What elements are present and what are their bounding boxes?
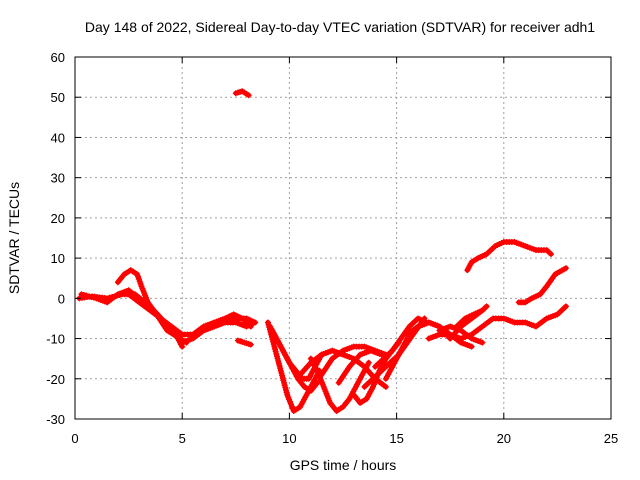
series-arc8 bbox=[232, 88, 252, 99]
data-point bbox=[483, 303, 490, 310]
series-arc26 bbox=[515, 265, 569, 306]
data-point bbox=[247, 323, 254, 330]
series-arc6 bbox=[211, 311, 254, 330]
axis-ticks: -30 -20 -10 0 10 20 30 40 50 60 0 5 10 15 20 25 bbox=[46, 50, 618, 446]
series-arc7 bbox=[234, 337, 254, 348]
y-tick-label: 0 bbox=[58, 291, 65, 306]
x-axis-label: GPS time / hours bbox=[290, 457, 397, 473]
data-point bbox=[479, 339, 486, 346]
data-point bbox=[468, 343, 475, 350]
data-point bbox=[378, 351, 385, 358]
x-tick-label: 20 bbox=[497, 431, 511, 446]
y-axis-label: SDTVAR / TECUs bbox=[6, 182, 22, 294]
y-tick-label: 40 bbox=[51, 130, 65, 145]
y-tick-label: -10 bbox=[46, 332, 65, 347]
data-point bbox=[562, 265, 569, 272]
y-tick-label: -30 bbox=[46, 412, 65, 427]
series-trace bbox=[426, 303, 569, 342]
series-arc11 bbox=[269, 327, 321, 394]
data-series bbox=[76, 88, 569, 414]
series-arc22 bbox=[436, 323, 486, 346]
series-arc13 bbox=[307, 355, 372, 414]
y-tick-label: 50 bbox=[51, 90, 65, 105]
data-point bbox=[562, 303, 569, 310]
data-point bbox=[252, 319, 259, 326]
plot-area-border bbox=[74, 56, 612, 420]
series-arc3 bbox=[114, 267, 190, 346]
data-point bbox=[547, 251, 554, 258]
data-point bbox=[365, 359, 372, 366]
series-arc21 bbox=[425, 303, 569, 342]
y-tick-label: -20 bbox=[46, 372, 65, 387]
data-point bbox=[382, 383, 389, 390]
y-tick-label: 10 bbox=[51, 251, 65, 266]
y-tick-label: 60 bbox=[51, 50, 65, 65]
series-arc15 bbox=[335, 347, 385, 386]
x-tick-label: 25 bbox=[604, 431, 618, 446]
series-arc2 bbox=[78, 287, 149, 306]
grid-lines bbox=[75, 57, 611, 419]
x-tick-label: 0 bbox=[71, 431, 78, 446]
y-tick-label: 20 bbox=[51, 211, 65, 226]
x-tick-label: 10 bbox=[282, 431, 296, 446]
x-tick-label: 5 bbox=[179, 431, 186, 446]
y-tick-label: 30 bbox=[51, 171, 65, 186]
series-arc25 bbox=[464, 239, 554, 274]
data-point bbox=[245, 92, 252, 99]
chart-title: Day 148 of 2022, Sidereal Day-to-day VTE… bbox=[85, 19, 595, 35]
series-arc24 bbox=[447, 303, 490, 342]
series-arc1 bbox=[76, 291, 186, 350]
x-tick-label: 15 bbox=[389, 431, 403, 446]
data-point bbox=[247, 341, 254, 348]
